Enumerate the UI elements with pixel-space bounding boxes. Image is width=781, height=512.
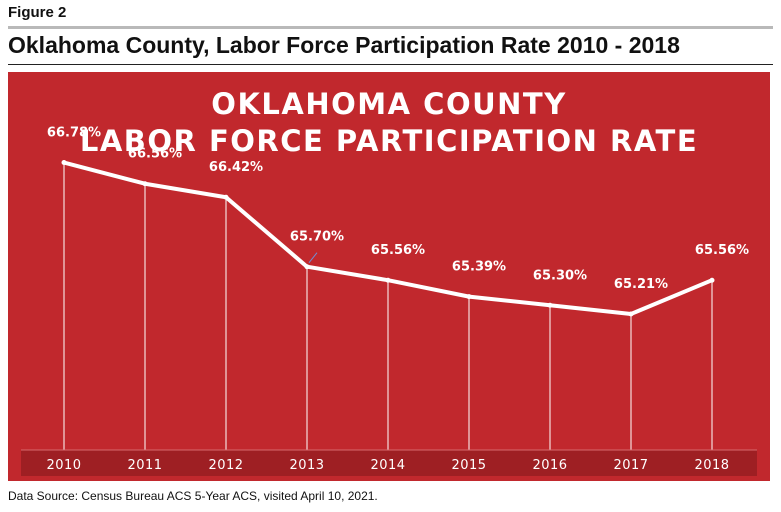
data-point-2011 — [142, 181, 148, 187]
data-label-2017: 65.21% — [614, 277, 668, 292]
data-point-2017 — [628, 311, 634, 317]
data-label-2016: 65.30% — [533, 268, 587, 283]
data-point-2013 — [304, 264, 310, 270]
data-label-2015: 65.39% — [452, 260, 506, 275]
data-label-2010: 66.78% — [47, 126, 101, 141]
data-label-2013: 65.70% — [290, 230, 344, 245]
data-point-2010 — [61, 160, 67, 166]
x-tick-label-2014: 2014 — [370, 458, 405, 473]
top-rule — [8, 26, 773, 29]
data-label-2018: 65.56% — [695, 243, 749, 258]
data-point-2015 — [466, 294, 472, 300]
x-tick-label-2011: 2011 — [127, 458, 162, 473]
chart-panel: OKLAHOMA COUNTY LABOR FORCE PARTICIPATIO… — [8, 72, 770, 481]
chart-title-line-1: OKLAHOMA COUNTY — [211, 87, 566, 121]
x-tick-label-2017: 2017 — [613, 458, 648, 473]
source-note: Data Source: Census Bureau ACS 5-Year AC… — [8, 489, 378, 503]
data-label-2014: 65.56% — [371, 243, 425, 258]
x-tick-label-2016: 2016 — [532, 458, 567, 473]
data-label-group: 66.78% 66.56% 66.42% 65.70% 65.56% 65.39% 65.3… — [47, 126, 749, 292]
chart-title-line-2: LABOR FORCE PARTICIPATION RATE — [80, 124, 698, 158]
figure-title: Oklahoma County, Labor Force Participati… — [8, 32, 680, 58]
x-axis-band — [21, 450, 757, 476]
line-chart: OKLAHOMA COUNTY LABOR FORCE PARTICIPATIO… — [21, 87, 757, 476]
drop-lines — [63, 162, 713, 450]
data-point-2016 — [547, 302, 553, 308]
series-line-group — [61, 160, 715, 317]
data-label-2012: 66.42% — [209, 160, 263, 175]
data-point-2018 — [709, 277, 715, 283]
figure-label: Figure 2 — [8, 4, 67, 21]
leader-line-2013 — [308, 252, 318, 264]
data-label-2011: 66.56% — [128, 147, 182, 162]
x-tick-label-2015: 2015 — [451, 458, 486, 473]
x-tick-label-2013: 2013 — [289, 458, 324, 473]
title-rule — [8, 64, 773, 65]
x-tick-group: 2010 2011 2012 2013 2014 2015 2016 2017 2018 — [46, 458, 729, 473]
x-tick-label-2010: 2010 — [46, 458, 81, 473]
x-tick-label-2012: 2012 — [208, 458, 243, 473]
data-point-2014 — [385, 277, 391, 283]
data-point-2012 — [223, 194, 229, 200]
x-tick-label-2018: 2018 — [694, 458, 729, 473]
